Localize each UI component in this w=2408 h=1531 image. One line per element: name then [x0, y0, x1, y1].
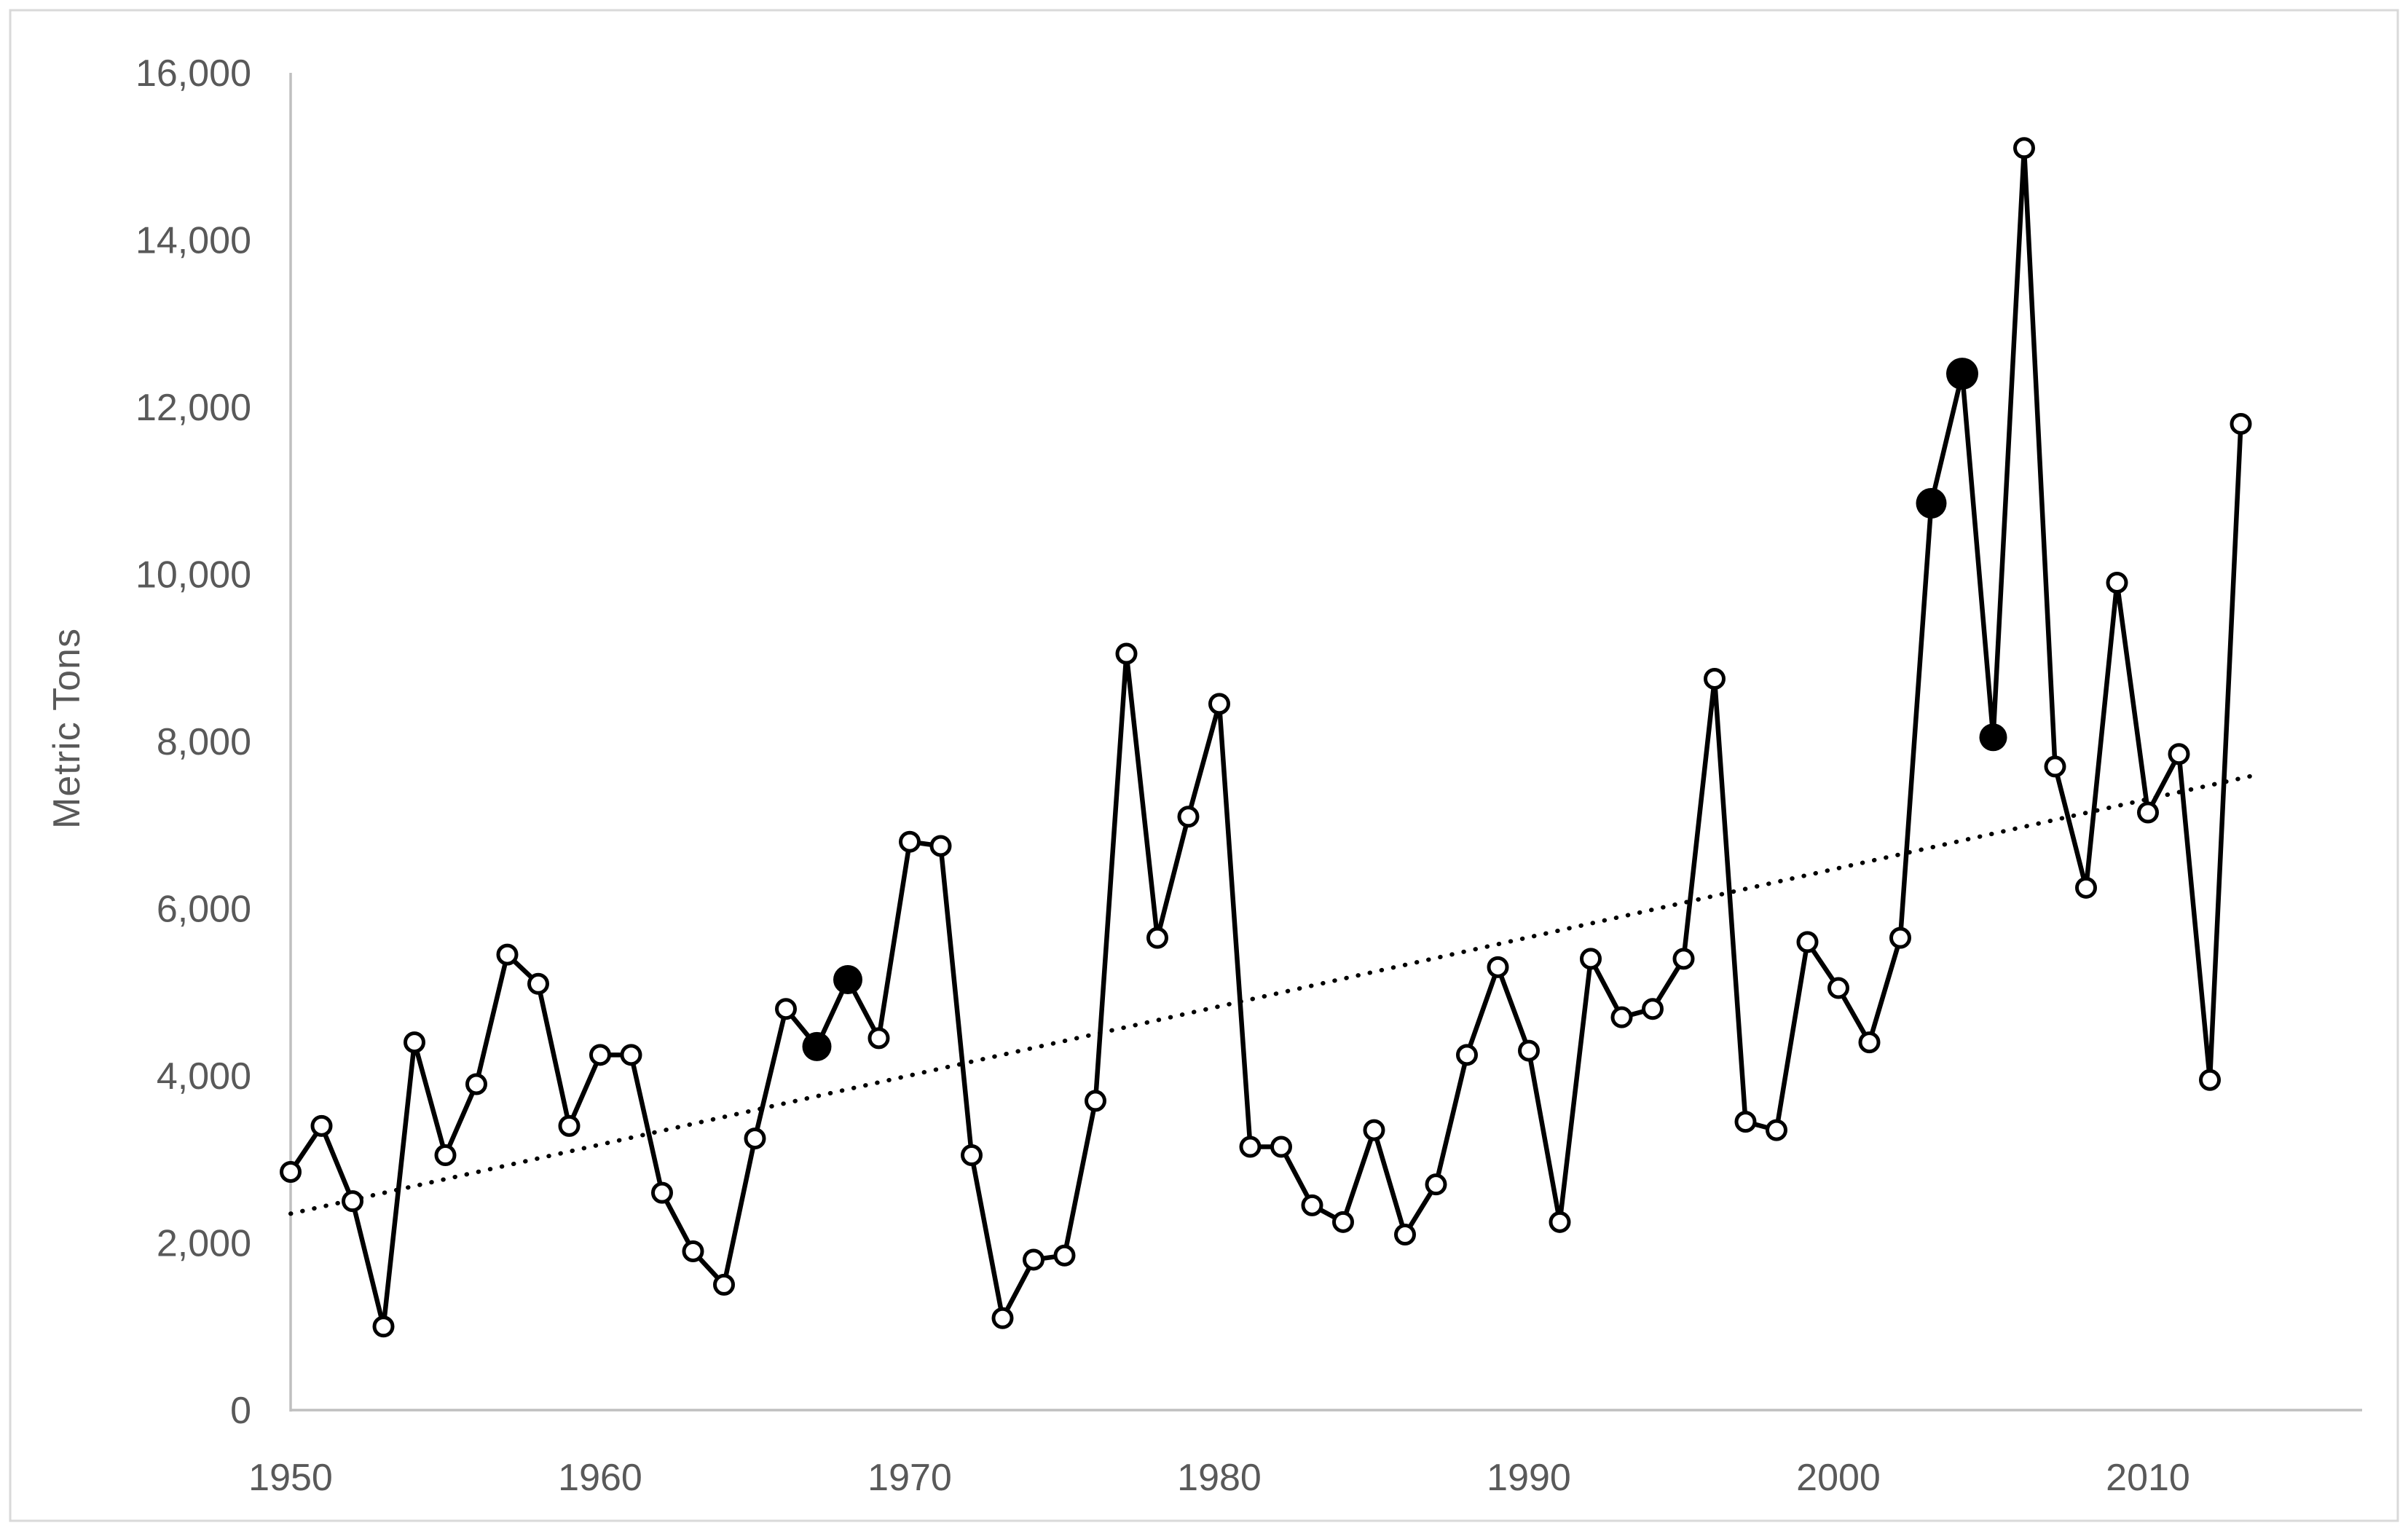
- x-tick-label: 1970: [867, 1457, 952, 1499]
- data-point-marker: [899, 830, 921, 853]
- x-tick-label: 2000: [1796, 1457, 1881, 1499]
- data-point-marker-solid: [802, 1031, 832, 1061]
- x-tick-label: 1950: [248, 1457, 333, 1499]
- data-point-marker: [1456, 1044, 1478, 1066]
- data-point-marker: [991, 1307, 1014, 1329]
- data-point-marker: [1766, 1119, 1787, 1141]
- data-point-marker: [1549, 1211, 1571, 1233]
- data-point-marker: [496, 943, 519, 966]
- data-point-marker: [775, 998, 797, 1020]
- data-point-marker: [404, 1031, 425, 1054]
- data-point-marker: [527, 972, 549, 995]
- data-point-marker: [2168, 743, 2190, 766]
- data-point-marker: [1208, 693, 1230, 715]
- data-point-marker: [1518, 1039, 1540, 1062]
- data-point-marker: [2137, 801, 2159, 824]
- data-point-marker: [867, 1027, 890, 1050]
- data-point-marker: [1672, 948, 1695, 970]
- data-point-marker: [1177, 806, 1200, 828]
- x-tick-label: 1980: [1177, 1457, 1262, 1499]
- figure-border: [9, 9, 2399, 1522]
- data-point-marker-solid: [833, 965, 862, 995]
- y-tick-label: 10,000: [135, 554, 251, 597]
- data-point-marker: [1301, 1194, 1323, 1216]
- data-point-marker: [2013, 137, 2035, 160]
- y-tick-label: 2,000: [157, 1223, 251, 1265]
- data-point-marker: [1023, 1248, 1044, 1271]
- data-point-marker: [1146, 926, 1168, 949]
- data-point-marker: [1239, 1136, 1262, 1158]
- trendline-dotted: [288, 772, 2259, 1216]
- data-point-marker: [929, 835, 952, 857]
- data-point-marker: [2044, 755, 2066, 778]
- y-tick-label: 0: [230, 1390, 251, 1432]
- data-point-marker: [744, 1127, 766, 1150]
- data-point-marker: [1270, 1136, 1292, 1158]
- data-point-marker: [2230, 412, 2252, 435]
- y-tick-label: 8,000: [157, 721, 251, 763]
- data-point-marker: [1858, 1031, 1881, 1054]
- data-point-marker: [342, 1190, 363, 1213]
- y-tick-label: 12,000: [135, 387, 251, 429]
- x-tick-label: 2010: [2106, 1457, 2190, 1499]
- data-point-marker-solid: [1979, 723, 2007, 752]
- y-tick-label: 6,000: [157, 889, 251, 931]
- data-point-marker-solid: [1916, 487, 1947, 519]
- data-point-marker: [1332, 1211, 1354, 1233]
- data-point-marker: [1889, 926, 1911, 949]
- data-point-marker: [280, 1160, 302, 1183]
- data-point-marker: [1734, 1111, 1757, 1133]
- data-point-marker: [1363, 1119, 1385, 1141]
- data-point-marker: [2199, 1068, 2221, 1091]
- data-point-marker: [372, 1315, 395, 1338]
- data-point-marker-solid: [1946, 358, 1978, 390]
- y-tick-label: 4,000: [157, 1055, 251, 1098]
- data-point-marker: [434, 1144, 457, 1167]
- data-point-marker: [1704, 667, 1726, 690]
- y-axis-title-text: Metric Tons: [46, 628, 88, 829]
- data-point-marker: [1425, 1173, 1447, 1196]
- data-line: [288, 146, 2243, 1329]
- data-point-marker: [1053, 1244, 1076, 1267]
- data-point-marker: [558, 1114, 581, 1137]
- y-tick-label: 14,000: [135, 220, 251, 262]
- data-point-marker: [310, 1114, 333, 1137]
- data-point-marker: [1487, 956, 1509, 978]
- x-tick-label: 1960: [558, 1457, 642, 1499]
- data-point-marker: [1115, 642, 1138, 665]
- data-point-marker: [2106, 571, 2128, 594]
- x-tick-label: 1990: [1487, 1457, 1571, 1499]
- data-point-marker: [465, 1073, 487, 1095]
- data-point-marker: [651, 1181, 673, 1204]
- data-point-marker: [589, 1044, 611, 1066]
- data-point-marker: [1610, 1006, 1633, 1028]
- data-point-marker: [1085, 1090, 1106, 1112]
- data-point-marker: [620, 1044, 642, 1066]
- data-point-marker: [713, 1273, 735, 1296]
- y-tick-label: 16,000: [135, 52, 251, 95]
- data-point-marker: [1827, 977, 1849, 999]
- data-point-marker: [1394, 1224, 1416, 1246]
- data-point-marker: [961, 1144, 983, 1167]
- data-point-marker: [1796, 931, 1819, 953]
- data-point-marker: [1580, 948, 1602, 970]
- data-point-marker: [2075, 876, 2097, 899]
- data-point-marker: [682, 1240, 704, 1262]
- data-point-marker: [1642, 998, 1664, 1020]
